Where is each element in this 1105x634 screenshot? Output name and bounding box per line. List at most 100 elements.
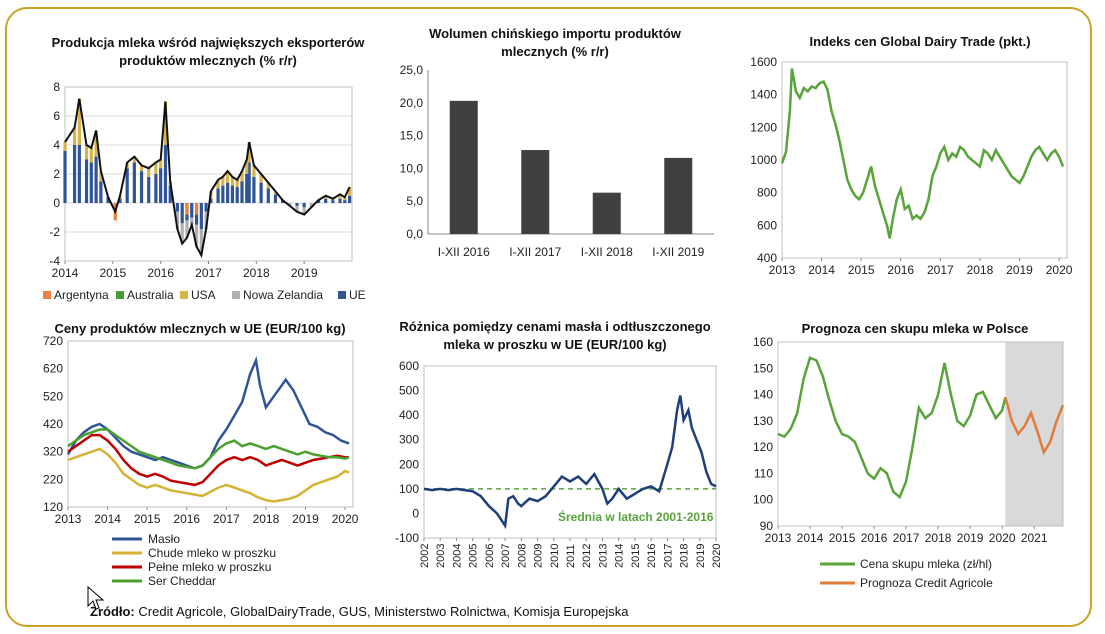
x-tick-label: 2014 bbox=[797, 531, 824, 545]
bar-usa bbox=[132, 156, 136, 163]
bar-usa bbox=[163, 101, 168, 145]
x-tick-label: 2019 bbox=[291, 266, 318, 280]
y-tick-label: 1200 bbox=[750, 120, 777, 134]
x-tick-label: 2015 bbox=[134, 512, 161, 526]
legend-label: Ser Cheddar bbox=[148, 574, 216, 588]
bar-eu bbox=[230, 185, 235, 203]
legend-label: Pełne mleko w proszku bbox=[148, 560, 271, 574]
x-tick-label: 2008 bbox=[516, 544, 528, 568]
bar-eu bbox=[204, 203, 208, 212]
bar-eu bbox=[147, 176, 151, 203]
mouse-cursor-icon bbox=[87, 586, 105, 610]
bar-usa bbox=[139, 165, 144, 172]
x-tick-label: 2017 bbox=[195, 266, 222, 280]
plot-border bbox=[781, 61, 1068, 259]
legend-label: Masło bbox=[148, 532, 180, 546]
x-tick-label: 2014 bbox=[52, 266, 79, 280]
bar-usa bbox=[226, 171, 230, 183]
x-tick-label: 2013 bbox=[765, 531, 792, 545]
bar-eu bbox=[84, 159, 89, 203]
bar-eu bbox=[252, 176, 256, 203]
bar bbox=[521, 150, 550, 234]
bar-usa bbox=[230, 176, 235, 186]
bar-eu bbox=[302, 203, 306, 208]
chart4-eu-dairy-prices: 120 220 320 420 520 620 720 2013 2014 2015 2016 201… bbox=[43, 334, 359, 588]
bar-eu bbox=[125, 168, 129, 203]
x-tick-label: 2013 bbox=[769, 263, 796, 277]
x-tick-label: 2004 bbox=[451, 544, 463, 568]
y-tick-label: 15,0 bbox=[400, 129, 424, 143]
bar-eu bbox=[154, 174, 158, 203]
bar-nz bbox=[288, 203, 292, 206]
y-tick-label: 120 bbox=[43, 500, 63, 514]
bar-nz bbox=[194, 224, 199, 247]
bar-usa bbox=[159, 159, 163, 169]
bar-eu bbox=[132, 162, 136, 203]
chart2-china-imports: 0,0 5,0 10,0 15,0 20,0 25,0 I-XII 2016 I-XII 20… bbox=[400, 63, 714, 259]
y-tick-label: -2 bbox=[49, 225, 60, 239]
bar-eu bbox=[281, 200, 285, 203]
y-tick-label: 5,0 bbox=[406, 194, 423, 208]
spread-line bbox=[423, 395, 717, 530]
y-tick-label: 400 bbox=[399, 408, 419, 422]
y-tick-label: 600 bbox=[399, 359, 419, 373]
bar-usa bbox=[94, 130, 98, 157]
x-tick-label: 2005 bbox=[468, 544, 480, 568]
y-tick-label: 4 bbox=[53, 138, 60, 152]
x-tick-label: 2015 bbox=[829, 531, 856, 545]
y-tick-label: 1400 bbox=[750, 88, 777, 102]
x-tick-label: 2021 bbox=[1021, 531, 1048, 545]
bar-nz bbox=[199, 229, 203, 256]
bar-nz bbox=[204, 211, 208, 230]
series-line bbox=[1004, 396, 1065, 456]
x-tick-label: 2007 bbox=[500, 544, 512, 568]
bar-eu bbox=[94, 156, 98, 203]
figure-frame bbox=[5, 7, 1092, 627]
bar-usa bbox=[77, 98, 81, 145]
bar-eu bbox=[247, 162, 251, 203]
gdt-line bbox=[780, 68, 1065, 239]
chart5-title: Różnica pomiędzy cenami masła i odtłuszc… bbox=[399, 319, 711, 352]
series-line bbox=[777, 356, 1007, 500]
bar-usa bbox=[240, 171, 244, 182]
legend-swatch bbox=[232, 291, 240, 299]
y-tick-label: 1600 bbox=[750, 55, 777, 69]
y-tick-label: -4 bbox=[49, 254, 60, 268]
x-tick-label: 2015 bbox=[630, 544, 642, 568]
chart6-milk-price-forecast: 90 100 110 120 130 140 150 160 2013 2014 2015 2016 2… bbox=[753, 335, 1065, 590]
series-line bbox=[67, 447, 350, 503]
x-tick-label: 2019 bbox=[1006, 263, 1033, 277]
x-tick-label: 2018 bbox=[243, 266, 270, 280]
legend-label: Australia bbox=[127, 288, 174, 302]
bar-nz bbox=[175, 211, 180, 230]
forecast-shade bbox=[1005, 342, 1063, 526]
y-tick-label: 110 bbox=[754, 466, 773, 480]
y-tick-label: 150 bbox=[753, 361, 773, 375]
bar-nz bbox=[185, 220, 189, 238]
average-label: Średnia w latach 2001-2016 bbox=[558, 509, 714, 524]
y-tick-label: 100 bbox=[753, 493, 773, 507]
bar-usa bbox=[338, 194, 342, 199]
bar-nz bbox=[190, 217, 194, 225]
y-tick-label: 400 bbox=[757, 251, 777, 265]
x-tick-label: 2018 bbox=[967, 263, 994, 277]
bar-eu bbox=[159, 168, 163, 203]
bar-eu bbox=[221, 185, 225, 203]
x-tick-label: 2016 bbox=[887, 263, 914, 277]
bar-usa bbox=[235, 179, 239, 188]
bar-eu bbox=[63, 150, 67, 203]
chart3-gdt-index: 400 600 800 1000 1200 1400 1600 2013 2014 2015 201… bbox=[750, 55, 1072, 277]
legend-swatch bbox=[116, 291, 124, 299]
x-tick-label: 2017 bbox=[927, 263, 954, 277]
x-tick-label: 2003 bbox=[435, 544, 447, 568]
x-tick-label: I-XII 2016 bbox=[438, 245, 490, 259]
y-tick-label: 25,0 bbox=[400, 63, 424, 77]
x-tick-label: 2019 bbox=[957, 531, 984, 545]
bar-eu bbox=[273, 194, 278, 203]
x-tick-label: 2016 bbox=[147, 266, 174, 280]
bar-nz bbox=[180, 223, 184, 244]
x-tick-label: 2020 bbox=[332, 512, 359, 526]
x-tick-label: 2010 bbox=[549, 544, 561, 568]
bar-nz bbox=[309, 203, 313, 208]
series-line bbox=[66, 355, 350, 470]
